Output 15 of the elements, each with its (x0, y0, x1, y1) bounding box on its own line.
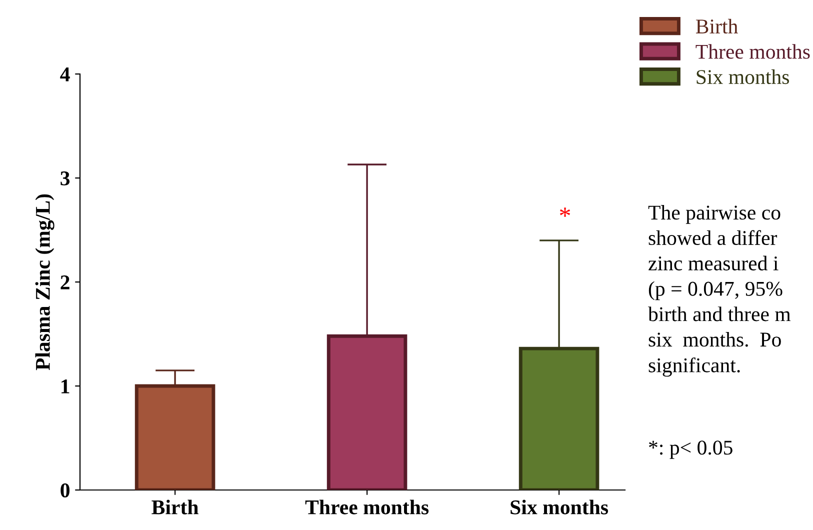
y-tick-label: 3 (60, 171, 70, 186)
legend-label: Three months (696, 44, 810, 59)
y-tick-label: 0 (60, 483, 70, 498)
x-tick-label: Three months (305, 500, 429, 514)
legend-label: Six months (696, 69, 789, 84)
annotation: * (560, 208, 570, 217)
y-axis-title: Plasma Zinc (mg/L) (35, 194, 54, 370)
y-tick-label: 4 (60, 68, 70, 82)
x-tick-label: Six months (510, 500, 608, 514)
y-tick-label: 2 (60, 275, 70, 290)
text: *: p< 0.05 (649, 440, 732, 459)
x-tick-label: Birth (152, 500, 198, 514)
y-tick-label: 1 (62, 379, 70, 394)
legend-label: Birth (696, 18, 738, 34)
text: The pairwise co showed a differ zinc measured i (p = 0.047, 95% birth and three m six months. Po significant. (648, 205, 791, 377)
